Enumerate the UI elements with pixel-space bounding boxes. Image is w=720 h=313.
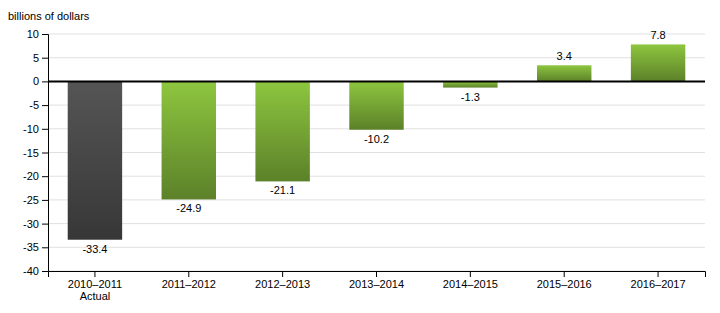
y-tick-label: 5 [33, 52, 39, 64]
x-tick-mark [564, 271, 565, 277]
data-label: -33.4 [82, 243, 107, 255]
bar [68, 81, 122, 239]
y-tick: -30 [23, 218, 48, 230]
chart: -40 -35 -30 -25 -20 -15 -10 -5 0 5 10 2010–2011Actu… [0, 0, 720, 313]
y-tick-mark [42, 105, 48, 106]
data-label: -21.1 [270, 184, 295, 196]
data-label: -1.3 [461, 91, 480, 103]
data-label: -10.2 [364, 133, 389, 145]
data-labels: -33.4 -24.9 -21.1 -10.2 -1.3 3.4 7.8 [82, 29, 665, 254]
grid-line [48, 81, 705, 82]
data-label: 7.8 [650, 29, 665, 41]
x-tick-label: 2014–2015 [443, 278, 498, 290]
grid-line [48, 223, 705, 224]
y-tick-mark [42, 153, 48, 154]
y-tick: -10 [23, 123, 48, 135]
y-tick: -20 [23, 170, 48, 182]
bar [349, 81, 403, 129]
y-tick: 10 [27, 28, 48, 40]
grid-line [48, 57, 705, 58]
grid-line [48, 176, 705, 177]
bar [255, 81, 309, 181]
y-tick-label: -15 [23, 147, 39, 159]
data-label: -24.9 [176, 202, 201, 214]
y-axis-line [42, 35, 49, 272]
y-tick-label: -30 [23, 218, 39, 230]
bar [631, 44, 685, 81]
y-tick-label: -35 [23, 241, 39, 253]
y-tick: -5 [29, 99, 48, 111]
y-tick: 0 [33, 75, 48, 87]
y-axis-label: billions of dollars [8, 10, 90, 22]
x-tick: 2011–2012 [162, 271, 216, 290]
x-tick-mark [658, 271, 659, 277]
x-axis: 2010–2011Actual 2011–2012 2012–2013 2013–20… [49, 271, 706, 302]
y-tick-mark [42, 176, 48, 177]
y-tick-mark [42, 81, 48, 82]
bar [162, 81, 216, 199]
grid-line [48, 34, 705, 35]
y-axis: -40 -35 -30 -25 -20 -15 -10 -5 0 5 10 [23, 28, 48, 277]
y-tick-label: -20 [23, 170, 39, 182]
x-tick: 2012–2013 [255, 271, 310, 290]
x-tick-label: 2010–2011Actual [68, 278, 122, 303]
y-tick-mark [42, 247, 48, 248]
y-tick-mark [42, 34, 48, 35]
x-tick-mark [376, 271, 377, 277]
data-label: 3.4 [557, 50, 572, 62]
x-axis-line [49, 272, 706, 278]
x-tick: 2013–2014 [349, 271, 404, 290]
x-tick-label: 2015–2016 [537, 278, 592, 290]
x-tick: 2016–2017 [631, 271, 686, 290]
x-tick-mark [94, 271, 95, 277]
y-tick: -15 [23, 147, 48, 159]
y-tick-mark [42, 200, 48, 201]
y-tick-mark [42, 224, 48, 225]
x-tick-label: 2016–2017 [631, 278, 686, 290]
x-tick: 2014–2015 [443, 271, 498, 290]
grid-line [48, 199, 705, 200]
y-tick: -40 [23, 265, 48, 277]
x-tick-mark [470, 271, 471, 277]
x-tick-label: 2011–2012 [162, 278, 216, 290]
y-tick-label: 0 [33, 75, 39, 87]
x-tick: 2015–2016 [537, 271, 592, 290]
x-tick-mark [188, 271, 189, 277]
grid-line [48, 152, 705, 153]
y-tick: -35 [23, 241, 48, 253]
y-tick-mark [42, 271, 48, 272]
bars [68, 44, 686, 239]
grid-line [48, 247, 705, 248]
x-tick: 2010–2011Actual [68, 271, 122, 302]
y-tick-label: -10 [23, 123, 39, 135]
y-tick-label: -40 [23, 265, 39, 277]
x-tick-mark [282, 271, 283, 277]
y-tick-label: -25 [23, 194, 39, 206]
y-tick-label: -5 [29, 99, 39, 111]
y-tick-mark [42, 129, 48, 130]
x-tick-label: 2013–2014 [349, 278, 404, 290]
grid [48, 34, 705, 271]
y-tick: 5 [33, 52, 48, 64]
y-tick-label: 10 [27, 28, 39, 40]
zero-line [48, 80, 705, 82]
y-tick: -25 [23, 194, 48, 206]
y-tick-mark [42, 58, 48, 59]
x-tick-label: 2012–2013 [255, 278, 310, 290]
bar [537, 65, 591, 81]
